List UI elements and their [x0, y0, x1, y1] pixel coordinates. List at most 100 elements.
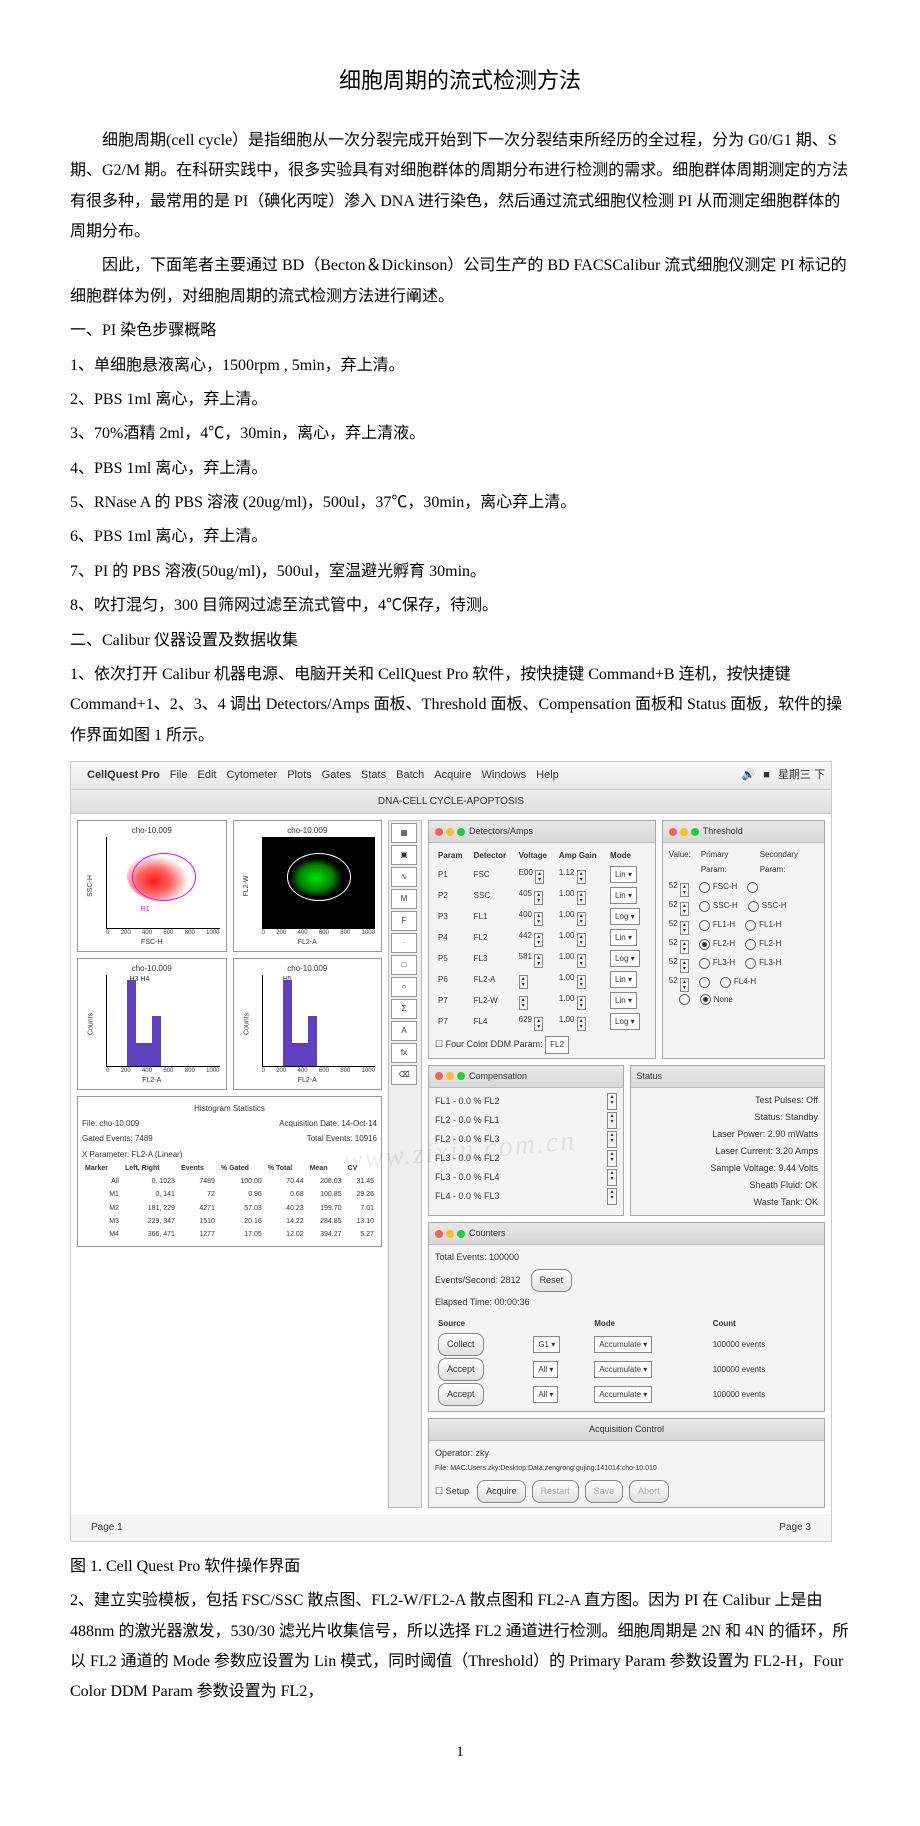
- list-item: 7、PI 的 PBS 溶液(50ug/ml)，500ul，室温避光孵育 30mi…: [70, 557, 850, 587]
- counters-panel: Counters Total Events: 100000 Events/Sec…: [428, 1222, 825, 1412]
- fl2a-fl2w-scatterplot[interactable]: cho-10.009 FL2-W 02004006008001000 FL2-A: [233, 820, 383, 952]
- stats-file: File: cho-10.009: [82, 1116, 139, 1131]
- histogram-statistics: Histogram Statistics File: cho-10.009 Acq…: [77, 1096, 382, 1247]
- plot-title: cho-10.009: [78, 961, 226, 976]
- tool-button[interactable]: ⌫: [391, 1065, 417, 1085]
- acquire-button[interactable]: Acquire: [477, 1480, 526, 1503]
- reset-button[interactable]: Reset: [531, 1269, 573, 1292]
- fl2a-histogram-2[interactable]: cho-10.009 Counts H5 02004006008001000 F…: [233, 958, 383, 1090]
- tool-button[interactable]: A: [391, 1021, 417, 1041]
- tool-button[interactable]: ▣: [391, 845, 417, 865]
- y-axis-label: SSC-H: [84, 875, 97, 897]
- panel-title: Detectors/Amps: [469, 823, 533, 840]
- stats-date: Acquisition Date: 14-Oct-14: [279, 1116, 377, 1131]
- tool-button[interactable]: ○: [391, 977, 417, 997]
- list-item: 5、RNase A 的 PBS 溶液 (20ug/ml)，500ul，37℃，3…: [70, 488, 850, 518]
- menu-item[interactable]: Windows: [482, 769, 527, 781]
- document-title: DNA-CELL CYCLE-APOPTOSIS: [71, 790, 831, 814]
- file-label: File:: [435, 1465, 448, 1472]
- list-item: 3、70%酒精 2ml，4℃，30min，离心，弃上清液。: [70, 419, 850, 449]
- page-title: 细胞周期的流式检测方法: [70, 60, 850, 102]
- status-panel: Status Test Pulses: OffStatus: StandbyLa…: [630, 1065, 826, 1217]
- acquisition-control-panel: Acquisition Control Operator: zky File: …: [428, 1418, 825, 1508]
- total-events: Total Events: 100000: [435, 1249, 818, 1266]
- menubar-status: 🔊: [742, 765, 756, 786]
- x-axis-label: FL2-A: [78, 1074, 226, 1087]
- fl2a-histogram-1[interactable]: cho-10.009 Counts H3 H4 0200400600800100…: [77, 958, 227, 1090]
- panel-title: Compensation: [469, 1068, 527, 1085]
- x-axis-label: FSC-H: [78, 936, 226, 949]
- save-button[interactable]: Save: [585, 1480, 624, 1503]
- menu-item[interactable]: Help: [536, 769, 559, 781]
- plot-title: cho-10.009: [78, 823, 226, 838]
- menu-item[interactable]: Cytometer: [226, 769, 277, 781]
- app-name: CellQuest Pro: [87, 765, 160, 786]
- fsc-ssc-scatterplot[interactable]: cho-10.009 SSC-H R1 02004006008001000 FS…: [77, 820, 227, 952]
- menu-item[interactable]: Gates: [322, 769, 351, 781]
- tool-button[interactable]: ∿: [391, 867, 417, 887]
- y-axis-label: Counts: [84, 1013, 97, 1035]
- tool-button[interactable]: F: [391, 911, 417, 931]
- restart-button[interactable]: Restart: [532, 1480, 579, 1503]
- panel-title: Status: [637, 1068, 663, 1085]
- figure-1-caption: 图 1. Cell Quest Pro 软件操作界面: [70, 1552, 850, 1582]
- page-left: Page 1: [91, 1518, 123, 1537]
- toolbox: ▦▣∿MF·□○ΣAfx⌫: [388, 820, 422, 1508]
- x-axis-label: FL2-A: [234, 1074, 382, 1087]
- figure-1-screenshot: www.zixin.com.cn CellQuest Pro FileEditC…: [70, 761, 850, 1542]
- menubar: CellQuest Pro File Edit Cytometer Plots Gate…: [71, 762, 831, 790]
- plot-title: cho-10.009: [234, 823, 382, 838]
- threshold-panel: Threshold Value:Primary Param:Secondary …: [662, 820, 825, 1058]
- panel-title: Acquisition Control: [589, 1421, 664, 1438]
- tool-button[interactable]: □: [391, 955, 417, 975]
- section2-item2: 2、建立实验模板，包括 FSC/SSC 散点图、FL2-W/FL2-A 散点图和…: [70, 1586, 850, 1708]
- operator-value: zky: [476, 1448, 490, 1458]
- y-axis-label: FL2-W: [239, 876, 252, 897]
- abort-button[interactable]: Abort: [629, 1480, 669, 1503]
- panel-title: Threshold: [703, 823, 743, 840]
- panel-title: Counters: [469, 1225, 506, 1242]
- detectors-amps-panel: Detectors/Amps ParamDetectorVoltageAmp G…: [428, 820, 656, 1058]
- ddm-select[interactable]: FL2: [545, 1036, 569, 1053]
- list-item: 2、PBS 1ml 离心，弃上清。: [70, 385, 850, 415]
- menu-item[interactable]: Batch: [396, 769, 424, 781]
- stats-gated: Gated Events: 7489: [82, 1131, 153, 1146]
- operator-label: Operator:: [435, 1448, 473, 1458]
- menubar-status: ■: [763, 765, 770, 786]
- tool-button[interactable]: M: [391, 889, 417, 909]
- menu-item[interactable]: File: [170, 769, 188, 781]
- stats-title: Histogram Statistics: [82, 1101, 377, 1116]
- events-per-second: Events/Second: 2812: [435, 1272, 521, 1289]
- menu-item[interactable]: Acquire: [434, 769, 471, 781]
- tool-button[interactable]: fx: [391, 1043, 417, 1063]
- section2-title: 二、Calibur 仪器设置及数据收集: [70, 626, 850, 656]
- tool-button[interactable]: Σ: [391, 999, 417, 1019]
- section1-title: 一、PI 染色步骤概略: [70, 316, 850, 346]
- plot-title: cho-10.009: [234, 961, 382, 976]
- list-item: 6、PBS 1ml 离心，弃上清。: [70, 522, 850, 552]
- intro-para-2: 因此，下面笔者主要通过 BD（Becton＆Dickinson）公司生产的 BD…: [70, 251, 850, 312]
- tool-button[interactable]: ·: [391, 933, 417, 953]
- list-item: 8、吹打混匀，300 目筛网过滤至流式管中，4℃保存，待测。: [70, 591, 850, 621]
- setup-checkbox[interactable]: Setup: [446, 1486, 470, 1496]
- list-item: 1、单细胞悬液离心，1500rpm , 5min，弃上清。: [70, 351, 850, 381]
- list-item: 4、PBS 1ml 离心，弃上清。: [70, 454, 850, 484]
- menu-item[interactable]: Plots: [287, 769, 311, 781]
- page-number: 1: [70, 1738, 850, 1767]
- x-axis-label: FL2-A: [234, 936, 382, 949]
- tool-button[interactable]: ▦: [391, 823, 417, 843]
- menu-item[interactable]: Edit: [197, 769, 216, 781]
- compensation-panel: Compensation FL1 - 0.0 % FL2▴▾FL2 - 0.0 …: [428, 1065, 624, 1217]
- section2-item1: 1、依次打开 Calibur 机器电源、电脑开关和 CellQuest Pro …: [70, 660, 850, 751]
- ddm-label: Four Color DDM Param:: [446, 1039, 543, 1049]
- elapsed-time: Elapsed Time: 00:00:36: [435, 1294, 818, 1311]
- intro-para-1: 细胞周期(cell cycle）是指细胞从一次分裂完成开始到下一次分裂结束所经历…: [70, 126, 850, 248]
- stats-total: Total Events: 10916: [307, 1131, 377, 1146]
- gate-label: R1: [141, 903, 150, 916]
- stats-xparam: X Parameter: FL2-A (Linear): [82, 1147, 377, 1162]
- page-right: Page 3: [779, 1518, 811, 1537]
- y-axis-label: Counts: [240, 1013, 253, 1035]
- menubar-status: 星期三 下: [778, 765, 825, 786]
- file-path: MAC:Users:zky:Desktop:Data:zengrong:guji…: [450, 1465, 657, 1472]
- menu-item[interactable]: Stats: [361, 769, 386, 781]
